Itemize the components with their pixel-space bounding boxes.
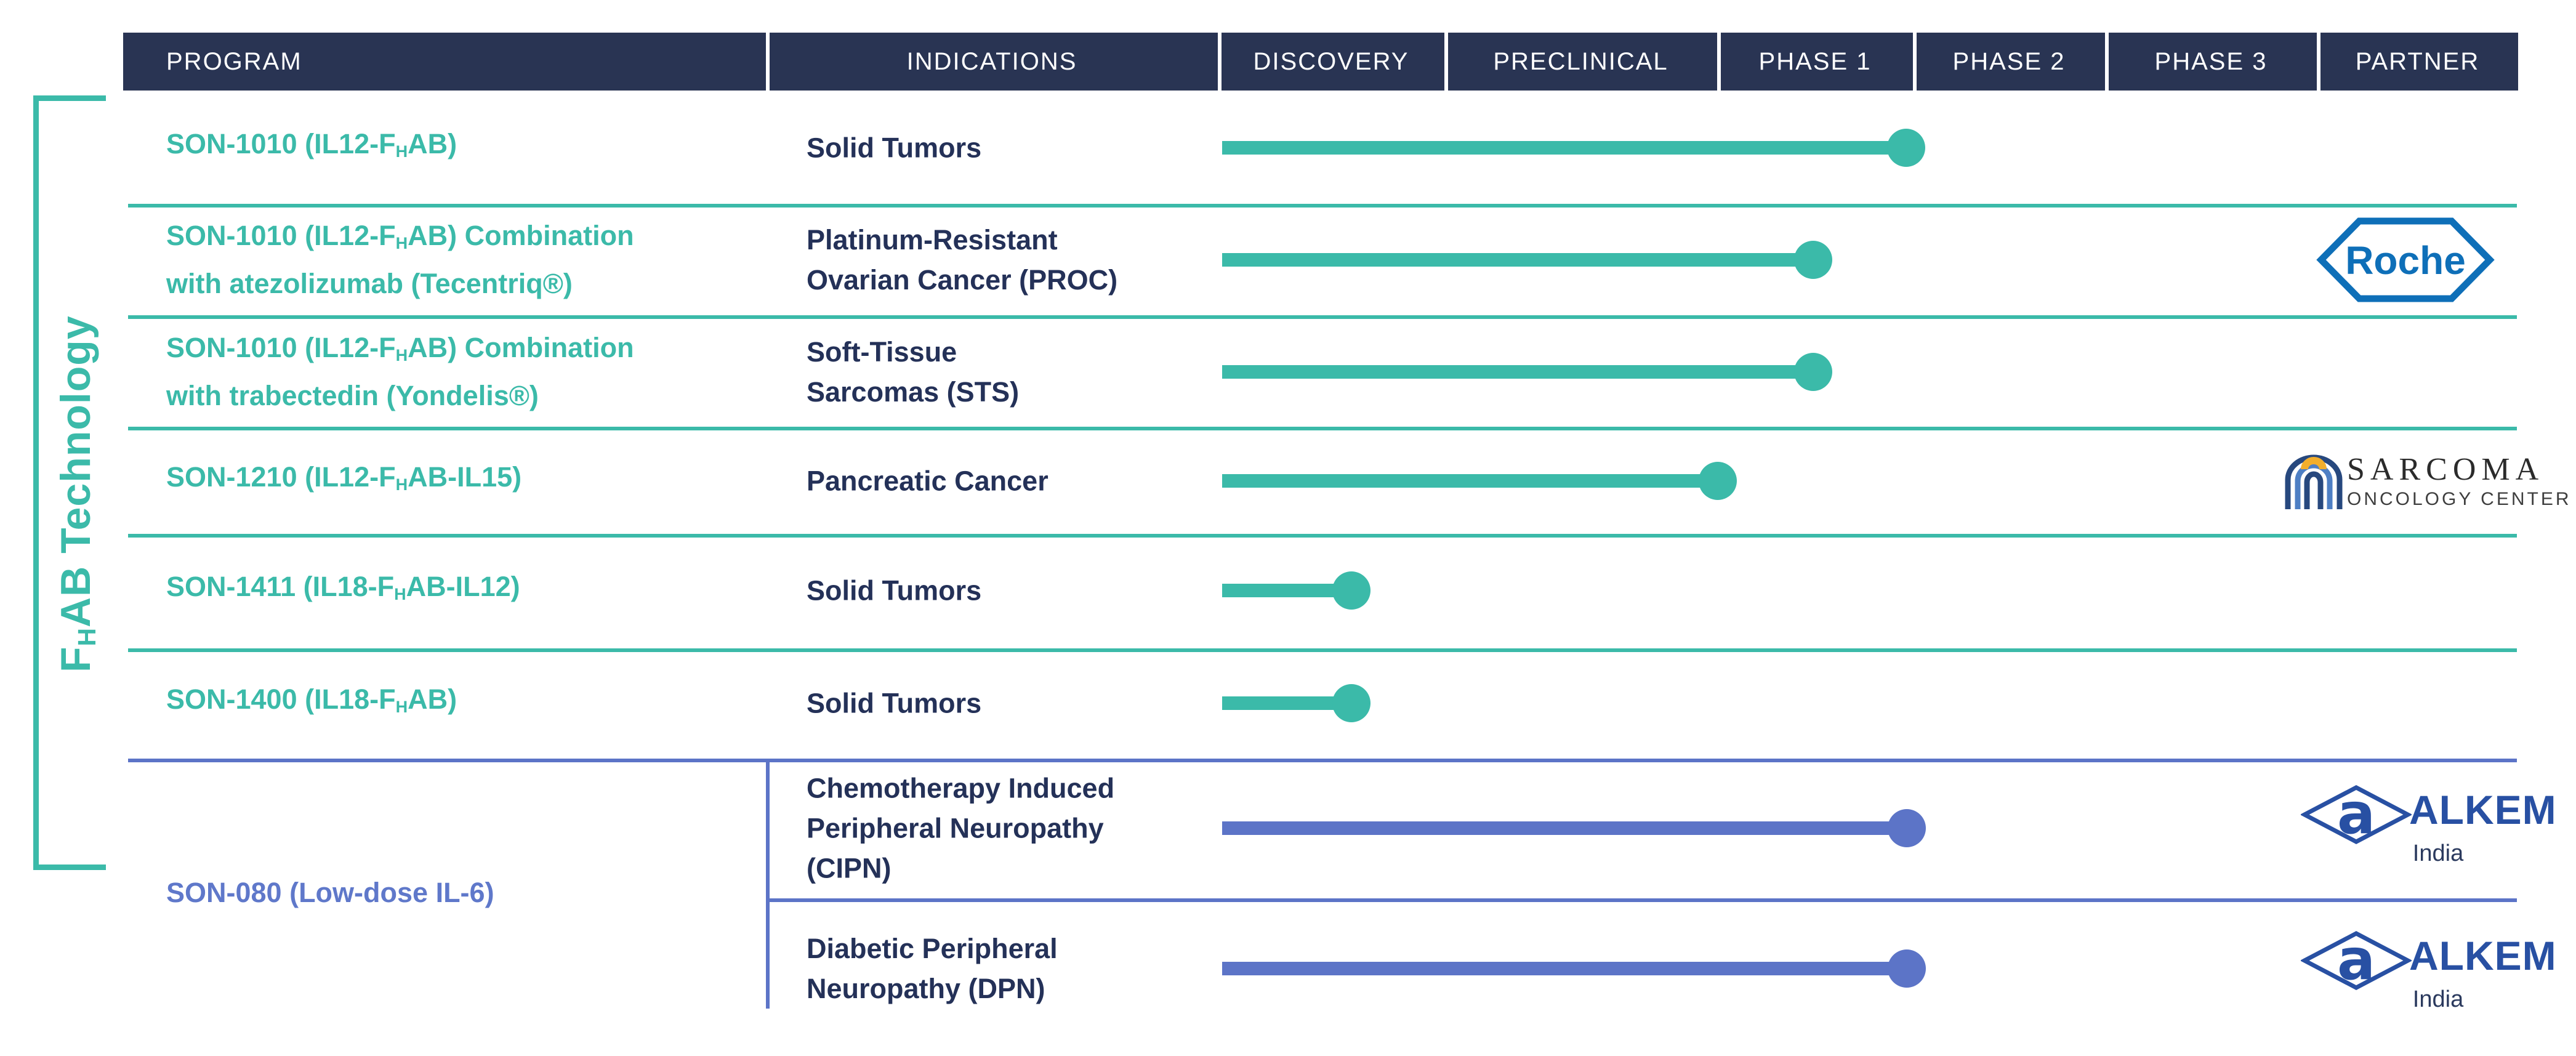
alkem-logo-cipn: a ALKEM India [2301, 784, 2572, 889]
program-son-1010-atezolizumab: SON-1010 (IL12-FHAB) Combination with at… [166, 220, 634, 299]
indication-solid-tumors-2: Solid Tumors [807, 574, 982, 607]
progress-bar-son-080-cipn [1222, 821, 1907, 835]
header-partner: PARTNER [2355, 48, 2480, 75]
roche-logo: Roche [2316, 214, 2495, 306]
progress-bar-son-1400 [1222, 696, 1351, 710]
header-band [123, 33, 2518, 91]
roche-hexagon-icon [2316, 217, 2495, 302]
progress-dot-son-1010-sts [1794, 353, 1832, 391]
header-phase-3: PHASE 3 [2154, 48, 2268, 75]
program-son-080: SON-080 (Low-dose IL-6) [166, 877, 494, 908]
alkem-diamond-icon: a [2301, 930, 2412, 991]
progress-dot-son-080-cipn [1888, 809, 1926, 847]
row-separator [128, 204, 2517, 208]
header-divider [1218, 33, 1222, 91]
progress-bar-son-1010 [1222, 141, 1906, 155]
program-son-1010: SON-1010 (IL12-FHAB) [166, 128, 457, 161]
row-separator [128, 315, 2517, 319]
progress-dot-son-1010 [1887, 129, 1925, 167]
indication-pancreatic-cancer: Pancreatic Cancer [807, 465, 1049, 497]
header-discovery: DISCOVERY [1253, 48, 1409, 75]
row-separator [128, 648, 2517, 652]
row-separator [128, 534, 2517, 538]
header-divider [1444, 33, 1448, 91]
svg-text:a: a [2337, 930, 2375, 991]
alkem-diamond-icon: a [2301, 784, 2412, 845]
row-separator-blue-partial [766, 898, 2517, 902]
fhab-bracket-top-arm [33, 95, 106, 101]
row-separator [128, 427, 2517, 430]
fhab-bracket-bottom-arm [33, 865, 106, 870]
progress-bar-son-1411 [1222, 584, 1351, 597]
progress-bar-son-080-dpn [1222, 962, 1907, 975]
fhab-bracket-vertical [33, 95, 39, 870]
progress-dot-son-1411 [1332, 571, 1371, 610]
progress-bar-son-1010-sts [1222, 365, 1813, 379]
sarcoma-emblem-icon [2285, 454, 2343, 509]
progress-dot-son-080-dpn [1888, 949, 1926, 988]
roche-wordmark: Roche [2345, 238, 2466, 283]
indication-proc: Platinum-Resistant Ovarian Cancer (PROC) [807, 224, 1118, 296]
svg-text:a: a [2337, 784, 2375, 845]
program-son-1400: SON-1400 (IL18-FHAB) [166, 683, 457, 716]
progress-bar-son-1210 [1222, 474, 1718, 488]
indication-cipn: Chemotherapy Induced Peripheral Neuropath… [807, 772, 1115, 884]
alkem-wordmark: ALKEM [2409, 787, 2557, 832]
header-preclinical: PRECLINICAL [1493, 48, 1668, 75]
progress-dot-son-1010-proc [1794, 241, 1832, 279]
fhab-technology-label: FHAB Technology [52, 315, 101, 672]
indication-sts: Soft-Tissue Sarcomas (STS) [807, 336, 1020, 408]
header-divider [766, 33, 770, 91]
sarcoma-oncology-center-logo: SARCOMA ONCOLOGY CENTER [2284, 451, 2569, 513]
indication-dpn: Diabetic Peripheral Neuropathy (DPN) [807, 933, 1058, 1004]
header-divider [2317, 33, 2320, 91]
sarcoma-subtitle: ONCOLOGY CENTER [2347, 489, 2572, 509]
program-son-1411: SON-1411 (IL18-FHAB-IL12) [166, 571, 520, 603]
son080-cell-divider [766, 762, 770, 1009]
header-divider [1717, 33, 1721, 91]
progress-dot-son-1210 [1699, 462, 1737, 500]
program-son-1210: SON-1210 (IL12-FHAB-IL15) [166, 461, 522, 494]
row-separator-blue [128, 759, 2517, 762]
header-phase-2: PHASE 2 [1952, 48, 2066, 75]
header-phase-1: PHASE 1 [1758, 48, 1872, 75]
alkem-logo-dpn: a ALKEM India [2301, 930, 2572, 1034]
indication-solid-tumors-1: Solid Tumors [807, 132, 982, 164]
header-indications: INDICATIONS [906, 48, 1077, 75]
header-program: PROGRAM [166, 48, 302, 75]
indication-solid-tumors-3: Solid Tumors [807, 687, 982, 719]
sarcoma-wordmark: SARCOMA [2347, 452, 2545, 487]
alkem-india-label: India [2412, 840, 2464, 866]
progress-bar-son-1010-proc [1222, 253, 1813, 267]
progress-dot-son-1400 [1332, 684, 1371, 722]
program-son-1010-trabectedin: SON-1010 (IL12-FHAB) Combination with tr… [166, 332, 634, 411]
alkem-india-label: India [2412, 986, 2464, 1012]
alkem-wordmark: ALKEM [2409, 933, 2557, 978]
header-divider [1913, 33, 1917, 91]
header-divider [2105, 33, 2109, 91]
